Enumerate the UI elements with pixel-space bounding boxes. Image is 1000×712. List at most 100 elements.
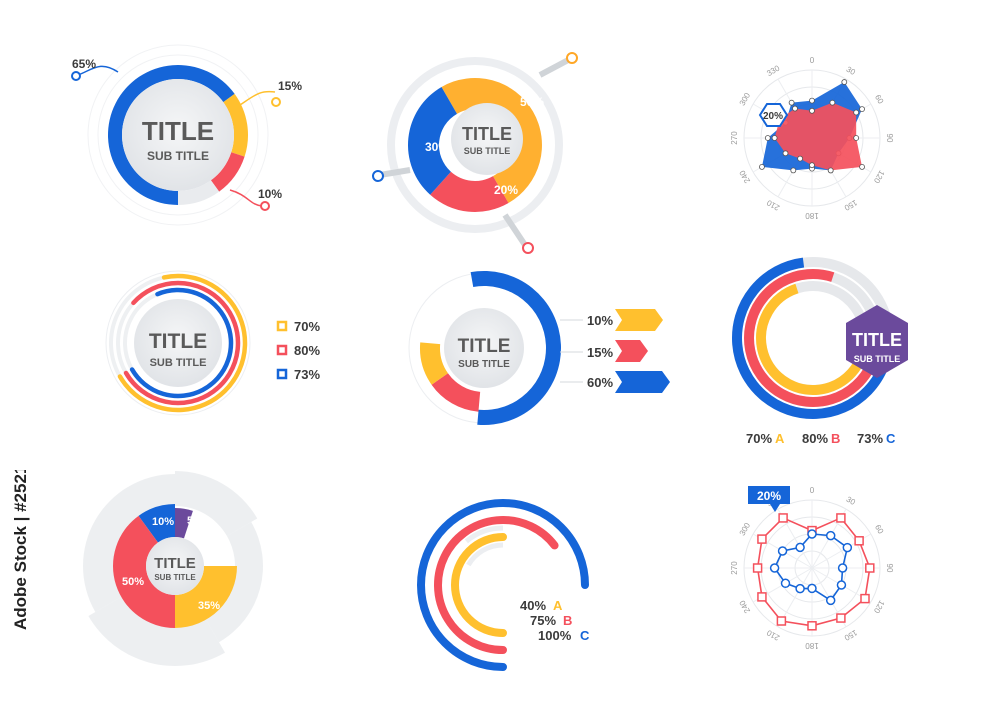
- radar-point: [825, 595, 836, 606]
- legend-label: 75%: [530, 613, 556, 628]
- legend-label: 80%: [802, 431, 828, 446]
- radar-point: [780, 578, 791, 589]
- donut-slice: [223, 93, 248, 157]
- radar-point: [853, 135, 860, 141]
- legend-key: C: [886, 431, 896, 446]
- legend-label: 80%: [294, 343, 320, 358]
- radar-axis-label: 330: [765, 63, 782, 78]
- radar-point: [752, 563, 763, 573]
- radar-point: [792, 105, 798, 112]
- radar-point: [860, 593, 870, 604]
- radial-bar: [756, 283, 870, 395]
- radar-callout-bubble: [748, 486, 790, 512]
- slice-label: 20%: [494, 183, 518, 197]
- slice-label: 15%: [278, 79, 302, 93]
- donut-slice: [430, 171, 509, 212]
- arrow-marker: [615, 340, 648, 362]
- radar-axis-label: 210: [765, 628, 782, 643]
- radial-bars: [732, 257, 894, 419]
- slice-label: 30%: [425, 140, 449, 154]
- radial-bar-chart-2: TITLE SUB TITLE 70% A 80% B 73% C: [732, 257, 908, 446]
- donut-slice: [112, 515, 175, 628]
- radar-point: [809, 97, 815, 104]
- legend-label: 40%: [520, 598, 546, 613]
- radar-point: [809, 162, 815, 169]
- radar-point: [807, 583, 817, 594]
- radial-bar-chart-3: 40% A 75% B 100% C: [417, 499, 590, 671]
- radar-point: [807, 621, 817, 631]
- stock-watermark: Adobe Stock | #252122864: [11, 470, 30, 630]
- radar-axis-label: 0: [810, 56, 815, 65]
- radar-point: [807, 529, 817, 539]
- donut-slice: [175, 508, 193, 539]
- radar-point: [842, 542, 853, 553]
- legend-key: C: [580, 628, 590, 643]
- chart-subtitle: SUB TITLE: [854, 354, 901, 364]
- title-disc: [451, 103, 523, 175]
- donut-slice: [138, 504, 175, 543]
- slice-label: 35%: [198, 600, 220, 612]
- radar-callout: 20%: [763, 111, 783, 122]
- donut-slice: [210, 152, 245, 192]
- donut-slices: [112, 504, 237, 628]
- radar-point: [836, 513, 846, 523]
- slice-label: 15%: [587, 345, 613, 360]
- radar-point: [757, 592, 767, 602]
- background-segment: [88, 596, 225, 666]
- radar-point: [865, 563, 875, 573]
- radar-axis-label: 150: [842, 628, 859, 643]
- title-disc: [134, 299, 222, 387]
- chart-title: TITLE: [142, 116, 214, 146]
- slice-label: 60%: [587, 375, 613, 390]
- radar-axis-label: 60: [873, 93, 886, 106]
- radar-point: [853, 109, 860, 116]
- radar-point: [782, 150, 789, 157]
- slice-label: 10%: [258, 187, 282, 201]
- legend-label: 73%: [857, 431, 883, 446]
- background-segment: [175, 471, 258, 536]
- donut-slice: [441, 78, 542, 204]
- radial-bar: [744, 269, 882, 407]
- radar-axis-label: 240: [737, 168, 752, 185]
- radar-axis-label: 240: [737, 598, 752, 615]
- radar-point: [776, 616, 787, 626]
- radar-point: [795, 542, 805, 553]
- radial-bar: [451, 533, 507, 637]
- radial-bar: [123, 280, 241, 406]
- watermark-text: Adobe Stock | #252122864: [11, 470, 30, 630]
- radar-point: [771, 135, 778, 141]
- donut-slices: [420, 271, 561, 425]
- radar-axis-label: 90: [885, 134, 894, 143]
- title-disc: [444, 308, 524, 388]
- radar-point: [836, 580, 847, 590]
- donut-chart-3: TITLE SUB TITLE 10% 15% 60%: [408, 271, 670, 425]
- radar-point: [795, 583, 805, 594]
- radial-bar: [732, 257, 894, 419]
- chart-title: TITLE: [462, 124, 512, 144]
- chart-subtitle: SUB TITLE: [458, 359, 510, 370]
- arrow-marker: [615, 309, 663, 331]
- radar-point: [841, 79, 848, 85]
- radar-axis-label: 180: [805, 211, 819, 220]
- legend-label: 100%: [538, 628, 572, 643]
- radar-axis-label: 30: [845, 65, 858, 78]
- radar-axis-label: 270: [730, 561, 739, 575]
- radar-axis-label: 0: [810, 486, 815, 495]
- legend-key: B: [831, 431, 840, 446]
- radar-callout: 20%: [757, 489, 781, 503]
- radar-axis-label: 180: [805, 641, 819, 650]
- donut-slice: [178, 180, 220, 205]
- radar-axis-label: 270: [730, 131, 739, 145]
- radar-axis-label: 300: [738, 91, 753, 108]
- radar-point: [777, 546, 788, 556]
- radial-track: [466, 542, 504, 567]
- radar-axis-label: 150: [842, 198, 859, 213]
- radar-axis-label: 60: [873, 523, 886, 536]
- legend-key: A: [775, 431, 785, 446]
- chart-subtitle: SUB TITLE: [150, 357, 207, 369]
- legend-label: 70%: [746, 431, 772, 446]
- radar-point: [854, 536, 864, 546]
- radial-bar: [434, 516, 559, 654]
- legend-label: 70%: [294, 319, 320, 334]
- donut-slice: [431, 373, 481, 412]
